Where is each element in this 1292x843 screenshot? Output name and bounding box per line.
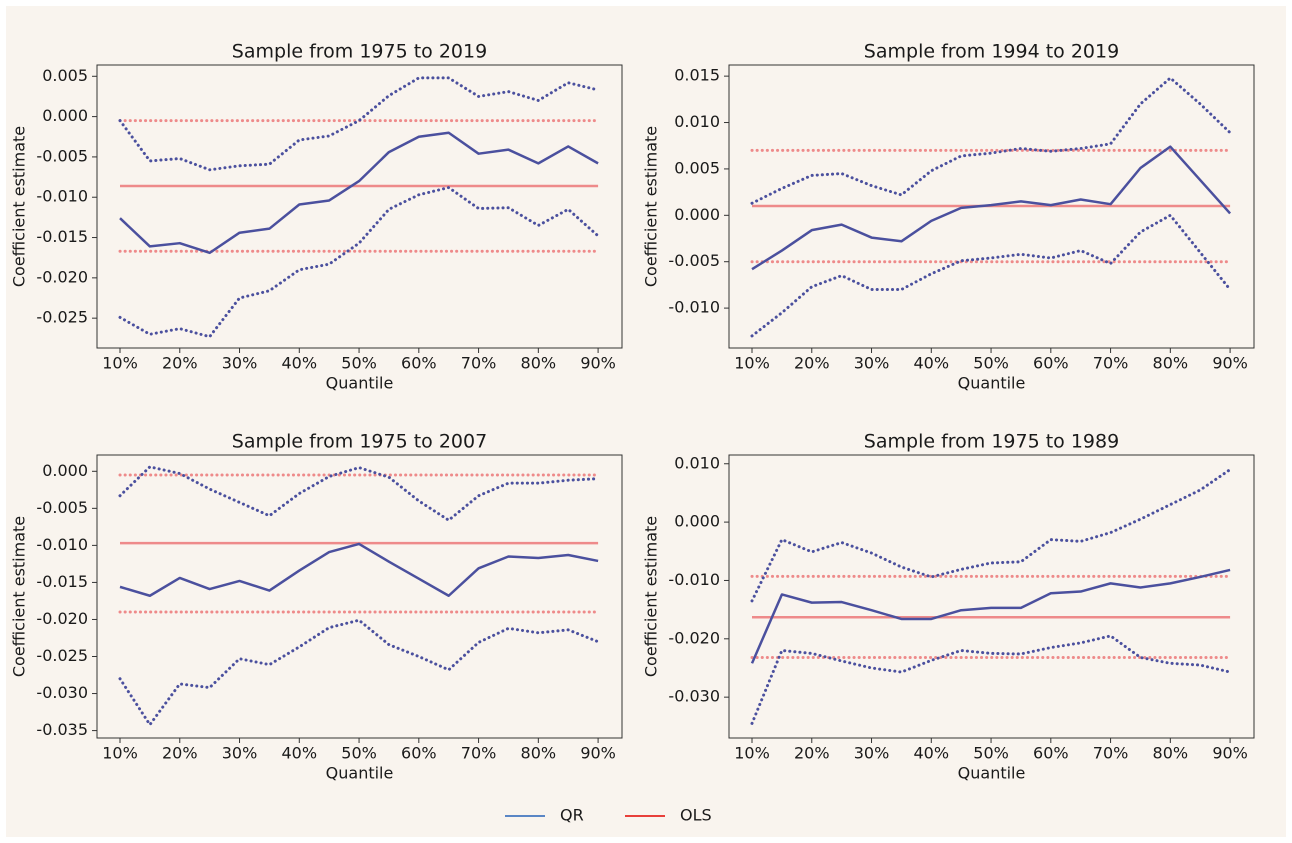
x-tick-label: 80% [1153,354,1189,373]
y-tick-label: -0.005 [668,251,720,270]
x-tick-label: 80% [521,354,557,373]
x-tick-label: 50% [973,354,1009,373]
x-tick-label: 60% [401,354,437,373]
x-tick-label: 30% [854,354,890,373]
qr-line [118,186,600,339]
chart-title: Sample from 1975 to 1989 [864,431,1119,453]
x-tick-label: 30% [222,354,258,373]
y-tick-label: -0.010 [668,570,720,589]
y-tick-label: -0.010 [668,298,720,317]
x-tick-label: 40% [914,744,950,763]
y-axis-label: Coefficient estimate [10,516,29,677]
y-tick-label: -0.030 [668,687,720,706]
y-tick-label: 0.010 [674,453,720,472]
x-tick-label: 70% [461,744,497,763]
x-tick-label: 40% [914,354,950,373]
qr-line [750,568,1231,664]
x-tick-label: 50% [341,354,377,373]
x-tick-label: 90% [1212,354,1248,373]
x-tick-label: 50% [973,744,1009,763]
y-tick-label: -0.020 [36,609,88,628]
y-tick-label: 0.015 [674,66,720,85]
y-tick-label: -0.025 [36,646,88,665]
qr-line [750,76,1232,205]
legend-label: OLS [680,806,712,825]
x-tick-label: 60% [1033,744,1069,763]
x-tick-label: 50% [341,744,377,763]
y-tick-label: -0.020 [668,628,720,647]
y-tick-label: -0.035 [36,720,88,739]
chart-title: Sample from 1975 to 2019 [232,41,487,63]
x-axis-label: Quantile [958,374,1026,393]
x-tick-label: 70% [1093,744,1129,763]
x-tick-label: 20% [794,744,830,763]
qr-line [750,468,1232,603]
x-tick-label: 70% [461,354,497,373]
x-tick-label: 40% [282,354,318,373]
y-tick-label: 0.000 [42,461,88,480]
x-tick-label: 80% [521,744,557,763]
y-tick-label: -0.015 [36,572,88,591]
x-axis-label: Quantile [958,764,1026,783]
y-tick-label: -0.030 [36,683,88,702]
y-axis-label: Coefficient estimate [10,126,29,287]
y-tick-label: -0.010 [36,535,88,554]
x-tick-label: 10% [102,744,138,763]
x-tick-label: 40% [282,744,318,763]
y-tick-label: 0.005 [42,66,88,85]
x-tick-label: 10% [734,354,770,373]
legend-label: QR [560,806,584,825]
x-tick-label: 20% [794,354,830,373]
x-tick-label: 20% [162,744,198,763]
y-tick-label: 0.005 [674,158,720,177]
x-tick-label: 80% [1153,744,1189,763]
figure-background [6,6,1286,837]
qr-line [118,465,600,522]
y-tick-label: -0.005 [36,498,88,517]
y-tick-label: 0.000 [674,205,720,224]
y-tick-label: -0.020 [36,267,88,286]
qr-line [119,542,599,598]
x-tick-label: 30% [854,744,890,763]
x-tick-label: 10% [734,744,770,763]
x-tick-label: 60% [1033,354,1069,373]
x-tick-label: 90% [580,354,616,373]
x-axis-label: Quantile [326,764,394,783]
x-tick-label: 10% [102,354,138,373]
x-tick-label: 70% [1093,354,1129,373]
qr-line [118,618,600,727]
x-tick-label: 20% [162,354,198,373]
y-tick-label: 0.010 [674,112,720,131]
x-tick-label: 90% [1212,744,1248,763]
qr-line [751,145,1232,271]
x-axis-label: Quantile [326,374,394,393]
x-tick-label: 60% [401,744,437,763]
qr-line [119,131,599,255]
y-axis-label: Coefficient estimate [642,126,661,287]
y-axis-label: Coefficient estimate [642,516,661,677]
y-tick-label: 0.000 [674,512,720,531]
chart-title: Sample from 1994 to 2019 [864,41,1119,63]
qr-line [118,76,600,172]
y-tick-label: -0.010 [36,187,88,206]
y-tick-label: -0.015 [36,227,88,246]
x-tick-label: 90% [580,744,616,763]
y-tick-label: -0.025 [36,308,88,327]
y-tick-label: 0.000 [42,106,88,125]
y-tick-label: -0.005 [36,146,88,165]
x-tick-label: 30% [222,744,258,763]
chart-title: Sample from 1975 to 2007 [232,431,487,453]
